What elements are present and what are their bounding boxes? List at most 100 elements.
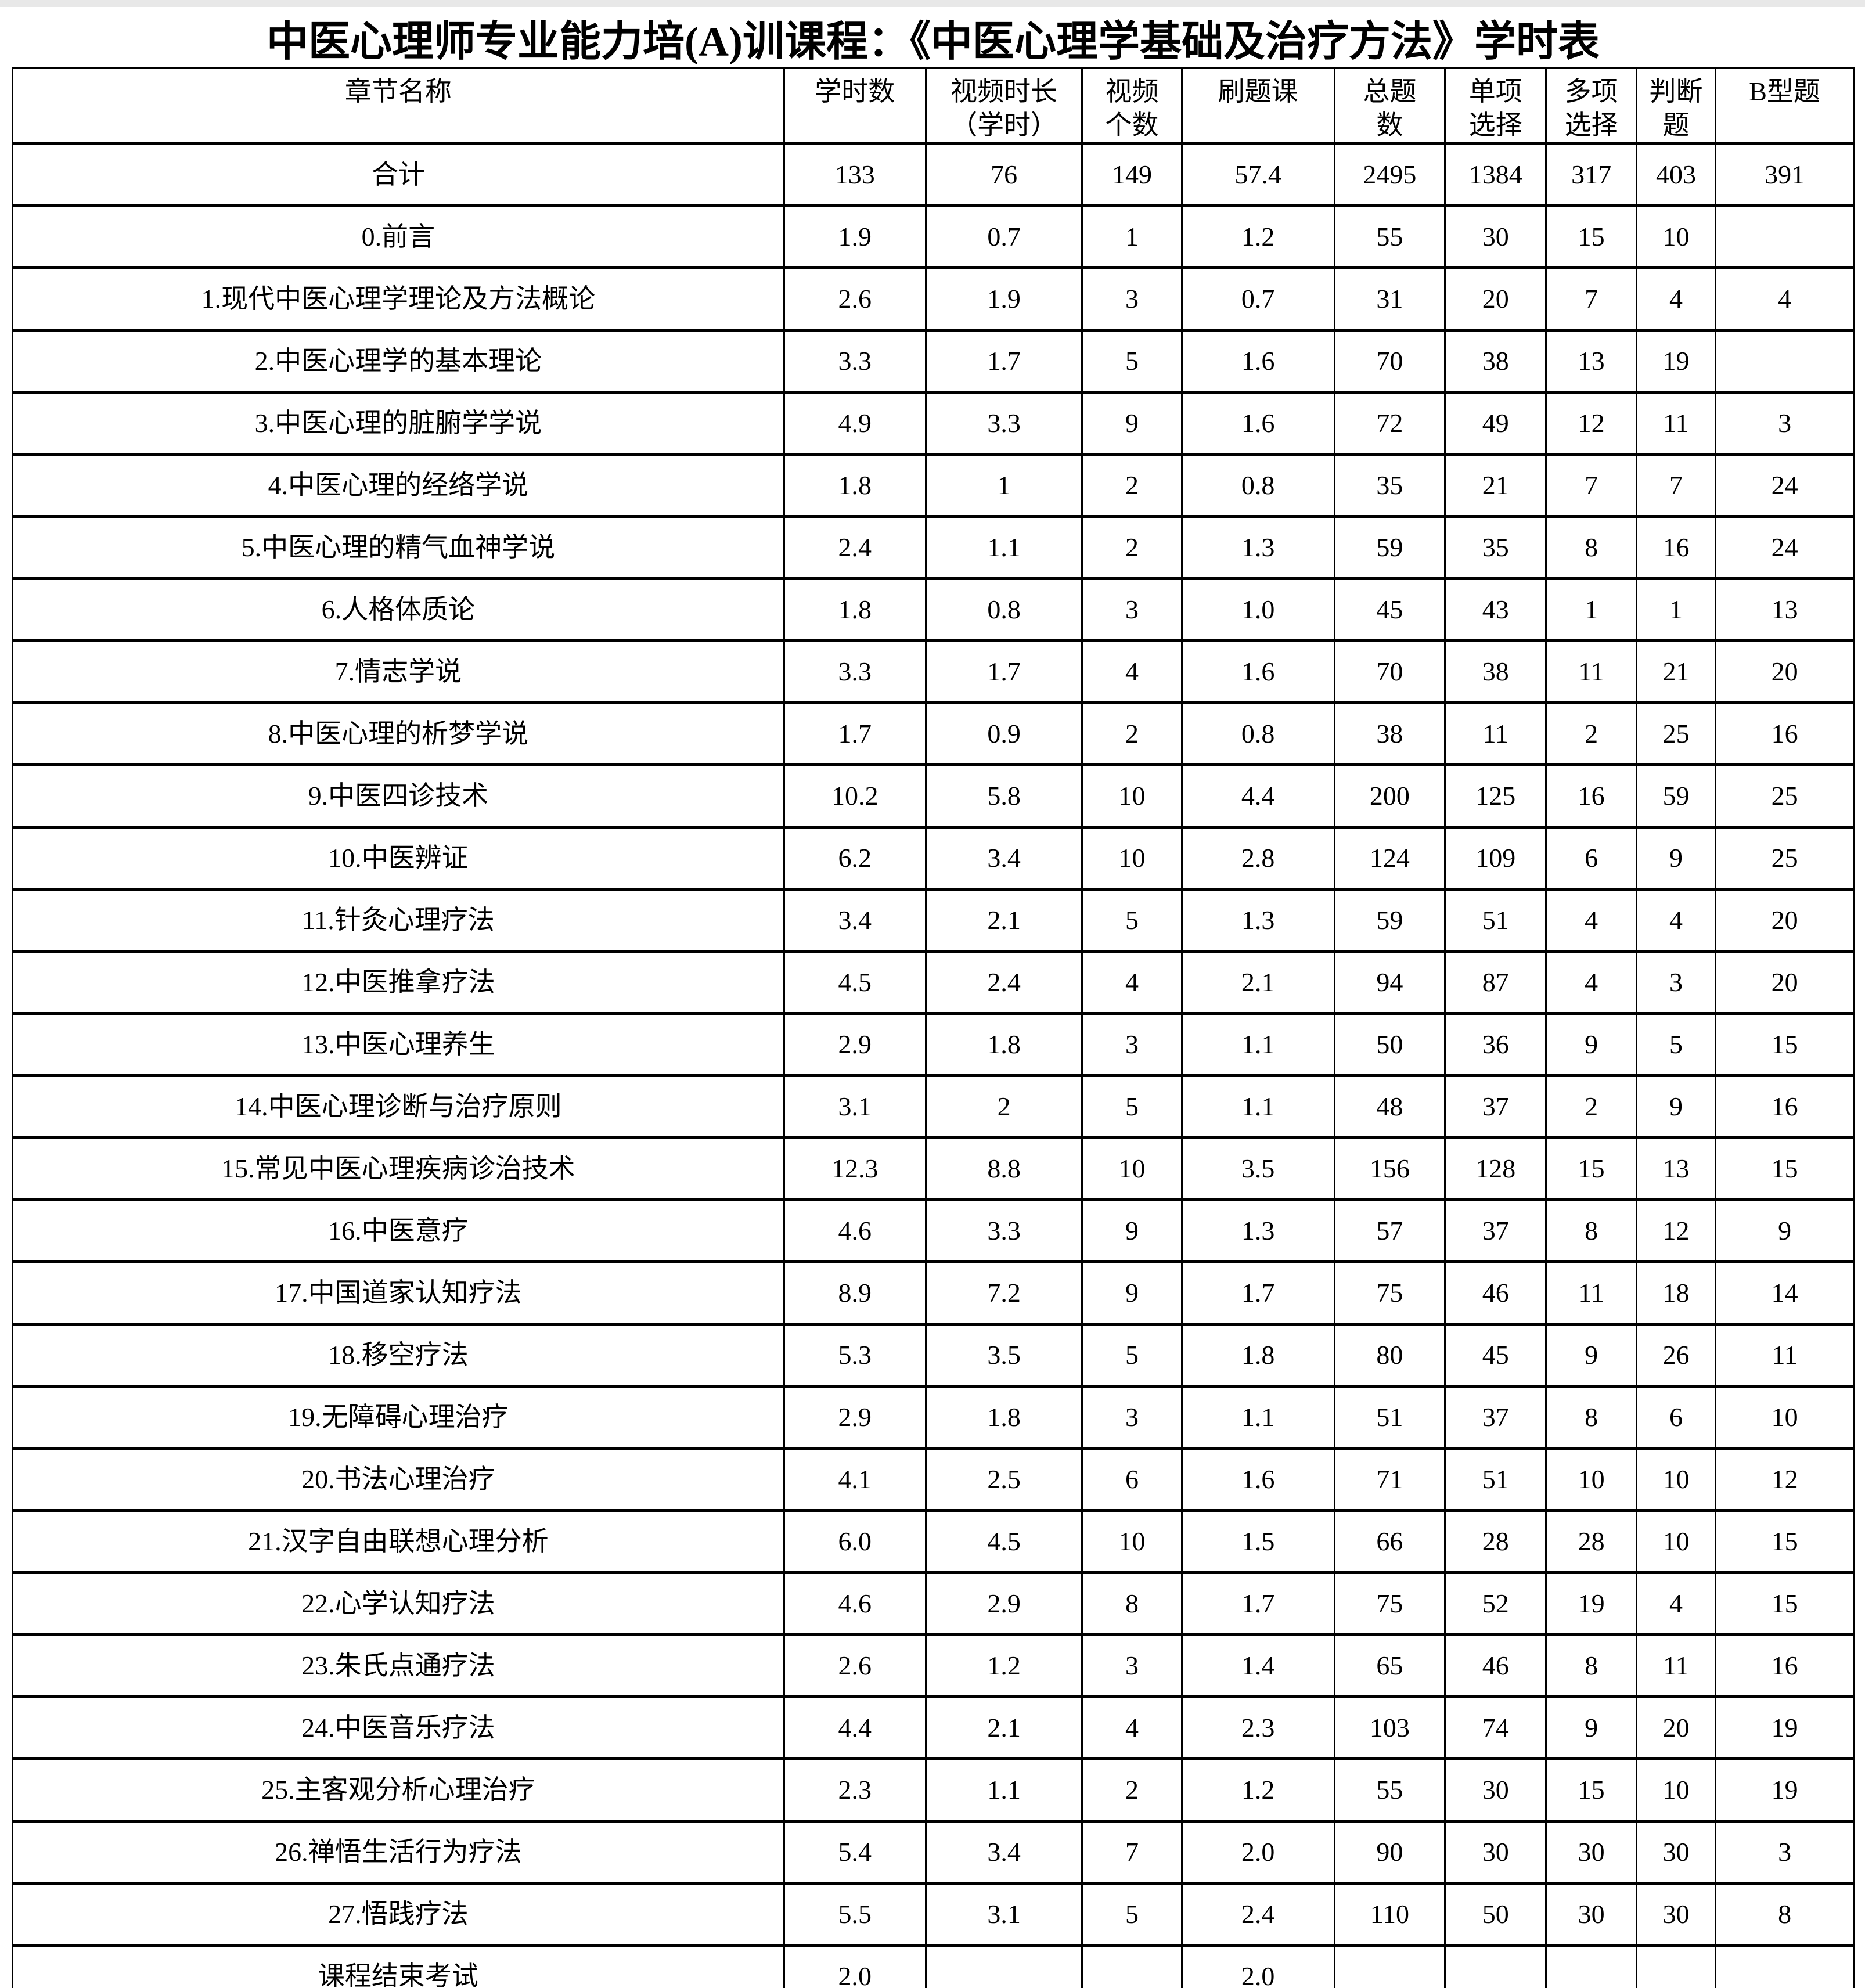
cell-name: 16.中医意疗 xyxy=(12,1198,785,1263)
cell-quiz_course: 1.2 xyxy=(1180,1757,1335,1823)
cell-total_questions: 35 xyxy=(1333,453,1446,518)
cell-b_type: 20 xyxy=(1715,639,1855,704)
cell-video_hours: 1 xyxy=(924,453,1083,518)
cell-hours: 5.5 xyxy=(783,1882,927,1947)
cell-hours: 2.3 xyxy=(783,1757,927,1823)
cell-hours: 4.6 xyxy=(783,1571,927,1636)
cell-single_choice: 37 xyxy=(1444,1074,1547,1139)
table-row: 2.中医心理学的基本理论 3.3 1.7 5 1.6 70 38 13 19 xyxy=(12,329,1855,394)
cell-quiz_course: 1.8 xyxy=(1180,1323,1335,1388)
cell-multiple_choice: 30 xyxy=(1545,1820,1637,1885)
cell-name: 3.中医心理的脏腑学学说 xyxy=(12,391,785,456)
table-row: 24.中医音乐疗法 4.4 2.1 4 2.3 103 74 9 20 19 xyxy=(12,1695,1855,1760)
cell-total_questions: 55 xyxy=(1333,204,1446,269)
cell-judgment: 5 xyxy=(1635,1012,1717,1077)
cell-total_questions: 55 xyxy=(1333,1757,1446,1823)
cell-hours: 1.8 xyxy=(783,453,927,518)
cell-hours: 2.6 xyxy=(783,1633,927,1698)
cell-multiple_choice: 7 xyxy=(1545,453,1637,518)
cell-video_hours xyxy=(924,1944,1083,1988)
cell-video_hours: 3.1 xyxy=(924,1882,1083,1947)
cell-video_count: 2 xyxy=(1081,515,1183,580)
cell-video_hours: 0.8 xyxy=(924,577,1083,642)
cell-b_type: 3 xyxy=(1715,1820,1855,1885)
cell-video_hours: 0.7 xyxy=(924,204,1083,269)
cell-video_count: 3 xyxy=(1081,1385,1183,1450)
cell-single_choice: 11 xyxy=(1444,701,1547,766)
cell-multiple_choice: 15 xyxy=(1545,204,1637,269)
cell-judgment: 6 xyxy=(1635,1385,1717,1450)
cell-quiz_course: 1.6 xyxy=(1180,639,1335,704)
table-row: 16.中医意疗 4.6 3.3 9 1.3 57 37 8 12 9 xyxy=(12,1198,1855,1263)
cell-video_hours: 1.1 xyxy=(924,1757,1083,1823)
cell-multiple_choice: 16 xyxy=(1545,763,1637,829)
cell-total_questions: 45 xyxy=(1333,577,1446,642)
cell-b_type: 15 xyxy=(1715,1012,1855,1077)
cell-single_choice: 125 xyxy=(1444,763,1547,829)
column-header-total_questions: 总题 数 xyxy=(1333,67,1446,145)
cell-video_hours: 2.1 xyxy=(924,888,1083,953)
cell-total_questions: 75 xyxy=(1333,1260,1446,1326)
cell-name: 7.情志学说 xyxy=(12,639,785,704)
column-header-video_hours: 视频时长 （学时） xyxy=(924,67,1083,145)
cell-multiple_choice xyxy=(1545,1944,1637,1988)
cell-b_type: 8 xyxy=(1715,1882,1855,1947)
table-row: 22.心学认知疗法 4.6 2.9 8 1.7 75 52 19 4 15 xyxy=(12,1571,1855,1636)
cell-b_type: 391 xyxy=(1715,142,1855,207)
cell-quiz_course: 1.6 xyxy=(1180,1447,1335,1512)
cell-total_questions: 38 xyxy=(1333,701,1446,766)
cell-judgment: 30 xyxy=(1635,1820,1717,1885)
cell-hours: 3.3 xyxy=(783,329,927,394)
cell-hours: 4.4 xyxy=(783,1695,927,1760)
cell-video_count: 3 xyxy=(1081,1012,1183,1077)
cell-hours: 4.5 xyxy=(783,950,927,1015)
cell-judgment: 59 xyxy=(1635,763,1717,829)
cell-quiz_course: 2.3 xyxy=(1180,1695,1335,1760)
cell-video_count: 3 xyxy=(1081,577,1183,642)
cell-video_count: 10 xyxy=(1081,763,1183,829)
cell-video_count: 5 xyxy=(1081,1074,1183,1139)
cell-b_type: 16 xyxy=(1715,701,1855,766)
table-row: 26.禅悟生活行为疗法 5.4 3.4 7 2.0 90 30 30 30 3 xyxy=(12,1820,1855,1885)
cell-b_type: 25 xyxy=(1715,826,1855,891)
cell-total_questions: 200 xyxy=(1333,763,1446,829)
cell-b_type: 9 xyxy=(1715,1198,1855,1263)
cell-total_questions: 31 xyxy=(1333,266,1446,332)
cell-name: 27.悟践疗法 xyxy=(12,1882,785,1947)
cell-quiz_course: 2.0 xyxy=(1180,1820,1335,1885)
cell-quiz_course: 1.1 xyxy=(1180,1074,1335,1139)
table-row: 23.朱氏点通疗法 2.6 1.2 3 1.4 65 46 8 11 16 xyxy=(12,1633,1855,1698)
cell-video_count: 4 xyxy=(1081,1695,1183,1760)
cell-judgment: 12 xyxy=(1635,1198,1717,1263)
cell-hours: 2.4 xyxy=(783,515,927,580)
cell-video_hours: 1.1 xyxy=(924,515,1083,580)
cell-b_type: 15 xyxy=(1715,1136,1855,1201)
cell-video_hours: 2.5 xyxy=(924,1447,1083,1512)
cell-hours: 3.3 xyxy=(783,639,927,704)
cell-multiple_choice: 15 xyxy=(1545,1757,1637,1823)
cell-multiple_choice: 8 xyxy=(1545,1198,1637,1263)
cell-multiple_choice: 1 xyxy=(1545,577,1637,642)
cell-b_type: 11 xyxy=(1715,1323,1855,1388)
cell-judgment: 11 xyxy=(1635,1633,1717,1698)
cell-single_choice: 37 xyxy=(1444,1198,1547,1263)
cell-judgment: 20 xyxy=(1635,1695,1717,1760)
cell-single_choice: 20 xyxy=(1444,266,1547,332)
cell-video_hours: 3.4 xyxy=(924,826,1083,891)
cell-quiz_course: 1.3 xyxy=(1180,888,1335,953)
cell-single_choice: 51 xyxy=(1444,888,1547,953)
cell-multiple_choice: 6 xyxy=(1545,826,1637,891)
cell-name: 22.心学认知疗法 xyxy=(12,1571,785,1636)
cell-video_count: 2 xyxy=(1081,1757,1183,1823)
cell-single_choice xyxy=(1444,1944,1547,1988)
cell-total_questions: 70 xyxy=(1333,639,1446,704)
course-hours-table: 章节名称 学时数 视频时长 （学时） 视频 个数 刷题课 总题 数单项 选择 多项 选择 判断… xyxy=(12,67,1855,1988)
cell-hours: 2.9 xyxy=(783,1385,927,1450)
cell-hours: 1.9 xyxy=(783,204,927,269)
cell-judgment xyxy=(1635,1944,1717,1988)
cell-multiple_choice: 10 xyxy=(1545,1447,1637,1512)
cell-b_type: 12 xyxy=(1715,1447,1855,1512)
cell-name: 17.中国道家认知疗法 xyxy=(12,1260,785,1326)
cell-b_type: 19 xyxy=(1715,1757,1855,1823)
cell-total_questions: 57 xyxy=(1333,1198,1446,1263)
